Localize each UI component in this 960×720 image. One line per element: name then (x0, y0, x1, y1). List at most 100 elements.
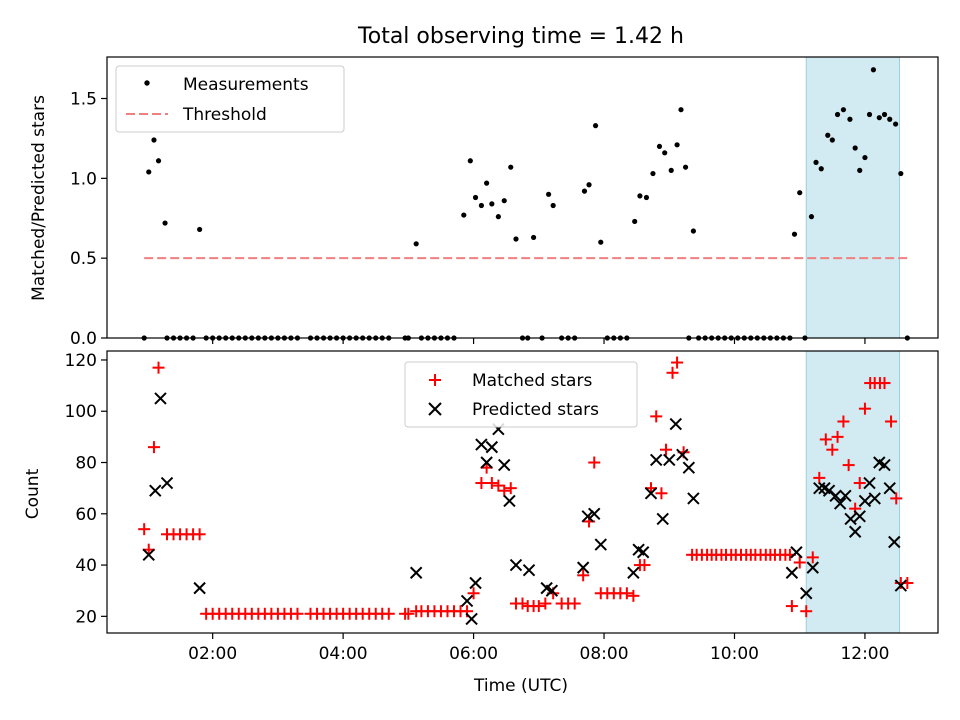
predicted-star-point (650, 453, 663, 467)
bottom-x-tick-label: 10:00 (710, 644, 759, 664)
matched-star-point (806, 551, 819, 564)
top-y-axis: 0.0 0.5 1.0 1.5 (70, 90, 107, 349)
matched-star-point (831, 430, 844, 443)
predicted-star-point (409, 566, 423, 579)
predicted-star-point (475, 438, 488, 451)
top-y-tick-label: 0.5 (70, 249, 97, 269)
predicted-star-point (863, 476, 876, 490)
predicted-star-point (149, 484, 162, 497)
measurement-point (847, 116, 853, 122)
predicted-star-point (656, 512, 669, 526)
measurement-point (852, 145, 858, 151)
predicted-star-point (669, 417, 682, 431)
top-y-tick-label: 1.0 (70, 169, 97, 189)
matched-star-point (800, 605, 813, 618)
legend-label-measurements: Measurements (183, 75, 309, 95)
matched-star-point (588, 456, 601, 469)
matched-star-point (620, 587, 633, 600)
predicted-star-point (839, 489, 852, 503)
measurement-point (893, 121, 899, 127)
measurement-point (840, 107, 847, 113)
predicted-star-point (160, 476, 174, 490)
predicted-star-point (682, 461, 696, 474)
matched-star-point (152, 361, 165, 374)
matched-star-point (475, 477, 488, 490)
predicted-star-point (522, 563, 536, 577)
bottom-x-tick-label: 08:00 (580, 644, 629, 664)
measurement-point (818, 166, 824, 172)
measurement-point (829, 137, 835, 143)
matched-star-point (813, 471, 826, 484)
bottom-y-tick-label: 120 (65, 351, 97, 371)
matched-star-point (532, 600, 545, 613)
matched-star-point (516, 597, 529, 610)
predicted-star-point (644, 487, 658, 500)
predicted-star-point (844, 512, 857, 526)
measurement-point (545, 191, 552, 197)
legend-label-matched: Matched stars (472, 371, 592, 391)
measurement-point (898, 170, 904, 177)
legend-marker-matched (429, 374, 441, 386)
matched-star-point (467, 587, 480, 600)
top-y-tick-label: 0.0 (70, 329, 97, 349)
measurement-point (797, 190, 803, 196)
measurement-point (586, 182, 592, 188)
matched-star-point (819, 433, 832, 446)
measurement-point (643, 194, 650, 201)
matched-star-point (666, 366, 679, 379)
measurement-point (690, 228, 696, 234)
predicted-star-point (193, 581, 206, 595)
top-y-tick-label: 1.5 (70, 90, 97, 110)
measurement-point (461, 212, 467, 218)
bottom-y-tick-label: 100 (65, 402, 97, 422)
bottom-x-tick-label: 02:00 (188, 644, 237, 664)
top-panel: 0.0 0.5 1.0 1.5 Matched/Predicted stars Mea… (29, 56, 939, 349)
measurement-point (656, 143, 663, 150)
bottom-x-tick-label: 04:00 (319, 644, 368, 664)
matched-star-point (504, 482, 517, 495)
measurement-point (598, 239, 604, 245)
measurement-point (581, 188, 588, 194)
measurement-point (413, 241, 419, 247)
predicted-star-point (894, 579, 908, 592)
legend-marker-predicted (428, 402, 442, 416)
measurement-point (162, 220, 168, 226)
matched-star-point (382, 607, 395, 620)
predicted-star-point (465, 612, 478, 626)
measurement-point (472, 194, 479, 201)
measurement-point (870, 67, 877, 73)
matched-star-point (638, 559, 651, 572)
predicted-star-point (509, 558, 523, 572)
bottom-x-tick-label: 12:00 (840, 644, 889, 664)
matched-star-point (858, 402, 871, 415)
predicted-star-point (154, 392, 167, 405)
predicted-star-point (883, 481, 896, 495)
measurement-point (508, 164, 514, 170)
top-x-ticks (212, 338, 866, 344)
legend-label-threshold: Threshold (182, 105, 267, 125)
bottom-x-axis-label: Time (UTC) (473, 676, 568, 696)
matched-star-point (842, 459, 855, 472)
bottom-x-tick-label: 06:00 (449, 644, 498, 664)
measurement-point (678, 107, 684, 113)
measurement-point (674, 142, 680, 148)
matched-star-point (878, 377, 891, 390)
measurement-point (467, 158, 473, 164)
predicted-star-point (878, 458, 891, 472)
measurement-point (501, 198, 507, 204)
measurement-point (887, 116, 893, 122)
matched-star-point (291, 607, 304, 620)
bottom-y-tick-label: 40 (75, 556, 97, 576)
matched-star-point (627, 589, 640, 602)
predicted-star-point (687, 492, 700, 505)
predicted-star-point (806, 561, 819, 574)
measurement-point (489, 201, 495, 207)
bottom-panel: 20 40 60 80 100 120 02:00 04:00 06:00 08:00 10:00… (23, 350, 939, 696)
predicted-star-point (888, 535, 901, 549)
measurement-point (662, 150, 668, 156)
matched-star-point (193, 528, 206, 541)
predicted-star-point (576, 561, 590, 574)
measurement-point (862, 154, 868, 161)
matched-star-point (402, 607, 415, 620)
